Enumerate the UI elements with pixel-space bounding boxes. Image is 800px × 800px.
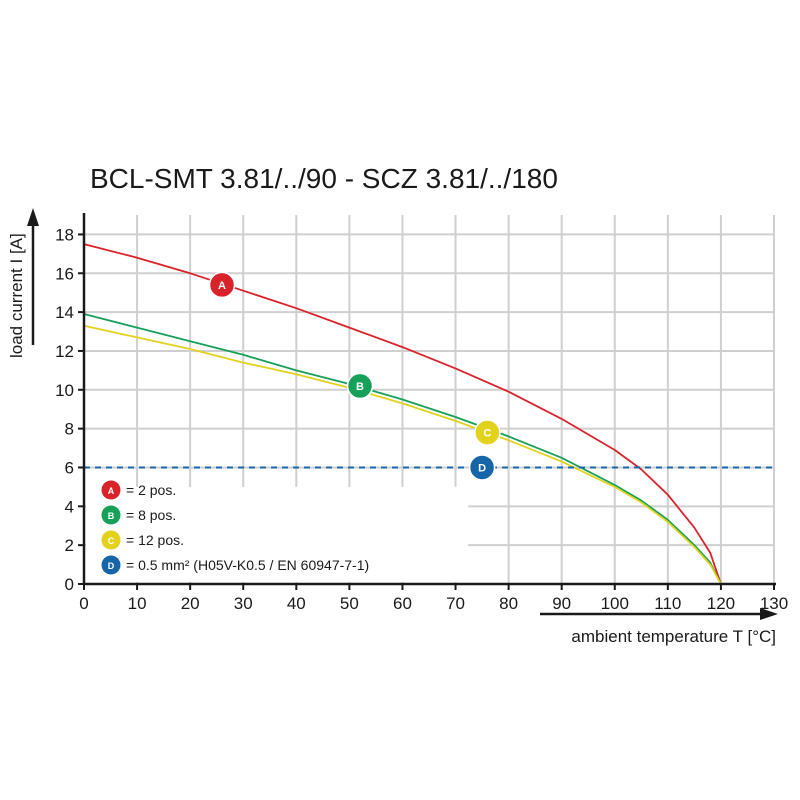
series-marker-a xyxy=(208,271,236,299)
legend: A = 2 pos. B = 8 pos. C = 12 pos. D = 0.5 mm² (… xyxy=(101,480,369,575)
y-tick-label: 12 xyxy=(55,342,74,361)
y-axis-arrowhead xyxy=(27,208,39,226)
x-tick-label: 60 xyxy=(393,594,412,613)
x-tick-label: 110 xyxy=(654,594,681,613)
legend-background xyxy=(86,486,469,582)
series-marker-letter: C xyxy=(483,428,491,440)
x-tick-label: 130 xyxy=(760,594,788,613)
y-tick-label: 8 xyxy=(65,420,74,439)
x-tick-label: 20 xyxy=(181,594,200,613)
x-tick-label: 40 xyxy=(287,594,306,613)
legend-box xyxy=(86,486,469,582)
y-tick-label: 2 xyxy=(65,536,74,555)
series-marker-letter: D xyxy=(478,462,486,474)
x-tick-label: 120 xyxy=(707,594,735,613)
legend-marker-a xyxy=(101,480,121,500)
x-tick-label: 70 xyxy=(446,594,465,613)
x-tick-label: 0 xyxy=(79,594,88,613)
legend-marker-letter: C xyxy=(108,536,115,546)
series-marker-letter: B xyxy=(356,381,364,393)
y-tick-label: 14 xyxy=(55,303,74,322)
x-tick-label: 50 xyxy=(340,594,359,613)
x-tick-label: 90 xyxy=(552,594,571,613)
tick-labels: 0 10 20 30 40 50 60 70 80 90 100 110 120 130 0 2 4 6 8 10 12… xyxy=(55,225,788,613)
axes xyxy=(27,208,778,620)
legend-marker-letter: B xyxy=(108,511,115,521)
legend-marker-b xyxy=(101,505,121,525)
y-tick-label: 4 xyxy=(65,497,74,516)
series-markers: A B C D xyxy=(208,271,501,481)
legend-entry-label: = 8 pos. xyxy=(126,507,176,523)
y-tick-label: 0 xyxy=(65,575,74,594)
x-tick-label: 100 xyxy=(601,594,629,613)
legend-entry-label: = 0.5 mm² (H05V-K0.5 / EN 60947-7-1) xyxy=(126,557,369,573)
y-tick-label: 10 xyxy=(55,381,74,400)
legend-entry-label: = 2 pos. xyxy=(126,482,176,498)
y-axis-label: load current I [A] xyxy=(7,233,26,358)
x-tick-label: 10 xyxy=(128,594,147,613)
x-tick-label: 30 xyxy=(234,594,253,613)
legend-marker-c xyxy=(101,530,121,550)
legend-entry-label: = 12 pos. xyxy=(126,532,184,548)
legend-marker-d xyxy=(101,555,121,575)
series-marker-c xyxy=(474,419,501,446)
legend-marker-letter: A xyxy=(108,486,115,496)
x-tick-label: 80 xyxy=(499,594,518,613)
y-tick-label: 6 xyxy=(65,458,74,477)
y-tick-label: 18 xyxy=(55,225,74,244)
series-marker-d xyxy=(468,454,496,481)
series-marker-letter: A xyxy=(218,280,226,292)
x-axis-arrowhead xyxy=(760,608,778,620)
y-tick-label: 16 xyxy=(55,264,74,283)
x-axis-label: ambient temperature T [°C] xyxy=(571,627,776,646)
legend-marker-letter: D xyxy=(108,561,115,571)
chart-title: BCL-SMT 3.81/../90 - SCZ 3.81/../180 xyxy=(90,163,558,194)
series-marker-b xyxy=(346,372,374,400)
